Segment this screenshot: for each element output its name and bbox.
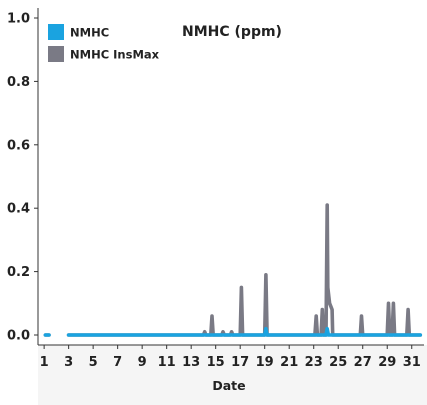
legend-label-nmhc: NMHC [70,26,109,40]
x-tick-label: 17 [231,355,249,370]
series-line-nmhc [66,326,423,337]
x-tick-label: 3 [64,355,73,370]
x-tick-label: 29 [378,355,396,370]
x-tick-label: 25 [329,355,347,370]
y-tick-label: 0.8 [7,75,30,90]
x-tick-label: 15 [207,355,225,370]
legend-swatch-nmhc [48,24,64,40]
x-tick-label: 19 [256,355,274,370]
y-tick-label: 0.0 [7,329,30,344]
plot-area [43,203,423,337]
x-tick-label: 9 [138,355,147,370]
y-tick-label: 1.0 [7,12,30,27]
x-tick-label: 13 [182,355,200,370]
legend: NMHC NMHC InsMax [48,24,160,62]
x-axis-ticks: 1 3 5 7 9 11 13 15 17 19 21 23 25 27 29 31 [40,345,421,370]
x-tick-label: 5 [89,355,98,370]
legend-label-nmhc-insmax: NMHC InsMax [70,48,160,62]
x-tick-label: 27 [354,355,372,370]
x-tick-label: 31 [403,355,421,370]
y-tick-label: 0.4 [7,202,30,217]
x-tick-label: 23 [305,355,323,370]
x-tick-label: 7 [113,355,122,370]
legend-swatch-nmhc-insmax [48,46,64,62]
y-axis-ticks: 0.0 0.2 0.4 0.6 0.8 1.0 [7,12,38,344]
x-tick-label: 1 [40,355,49,370]
x-tick-label: 11 [158,355,176,370]
x-tick-label: 21 [280,355,298,370]
x-axis-band [38,345,427,405]
x-axis-title: Date [212,378,245,393]
y-tick-label: 0.6 [7,138,30,153]
y-tick-label: 0.2 [7,265,30,280]
chart-title: NMHC (ppm) [182,24,282,40]
